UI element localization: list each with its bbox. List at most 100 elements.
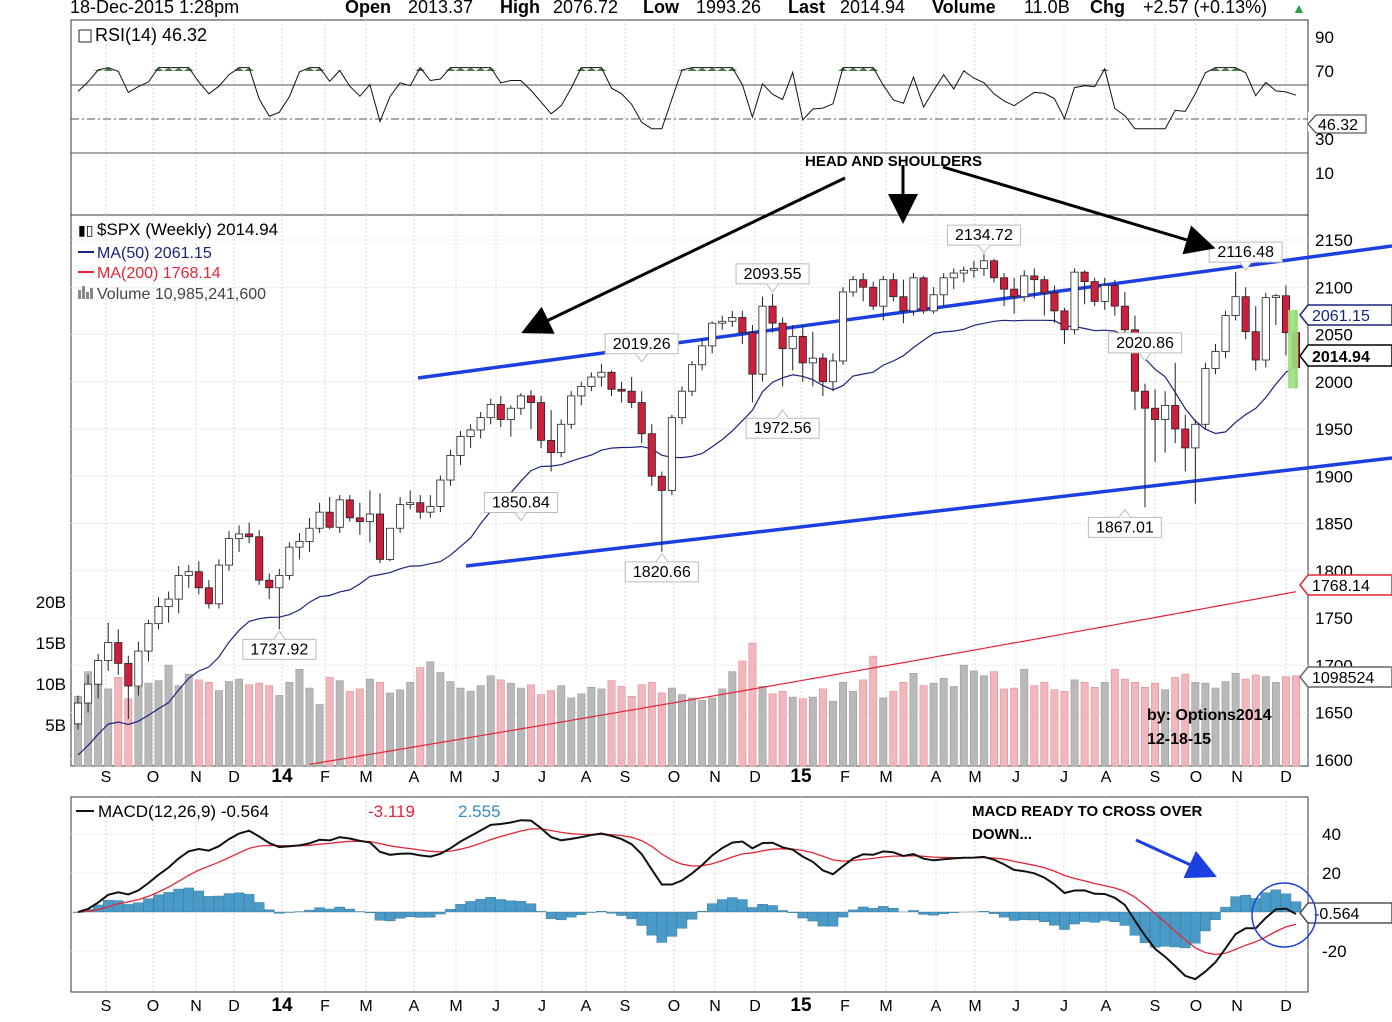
candle — [496, 395, 505, 428]
candle-body — [255, 536, 264, 581]
candle-body — [1010, 288, 1019, 298]
macd-hist-bar — [274, 911, 285, 914]
quote-date: 18-Dec-2015 1:28pm — [70, 0, 240, 17]
macd-hist-bar — [374, 911, 386, 921]
volume-bar — [1080, 682, 1089, 767]
month-label: S — [620, 998, 631, 1015]
macd-hist-bar — [1089, 911, 1100, 923]
candle — [748, 325, 757, 403]
candle — [204, 580, 213, 609]
volume-bar — [788, 696, 797, 767]
candle-body — [637, 402, 646, 435]
month-label: A — [581, 769, 592, 786]
candle-body — [1231, 296, 1240, 317]
candle-legend-icon: ▮▯ — [78, 222, 93, 238]
volume-bar — [718, 688, 727, 767]
candle — [174, 566, 183, 614]
candle-body — [1120, 305, 1129, 331]
macd-hist-bar — [243, 894, 255, 913]
macd-hist-bar — [747, 907, 758, 913]
macd-hist-bar — [616, 911, 627, 916]
volume-bar — [919, 685, 928, 767]
volume-tag — [1299, 666, 1392, 688]
macd-hist-bar — [636, 911, 647, 926]
macd-hist-bar — [807, 911, 819, 922]
macd-hist-bar — [1159, 911, 1171, 947]
macd-tick-label: -20 — [1322, 942, 1347, 961]
candle-body — [1211, 351, 1220, 369]
candle — [1050, 285, 1059, 324]
volume-bar — [758, 686, 767, 767]
candle-body — [1000, 277, 1009, 290]
volume-bar — [647, 682, 656, 767]
volume-bar — [627, 695, 636, 767]
macd-hist-bar — [596, 910, 607, 913]
candle — [355, 502, 364, 535]
volume-bar — [980, 675, 988, 767]
month-label: M — [449, 769, 462, 786]
month-label: J — [1060, 998, 1068, 1015]
callout-pointer — [272, 630, 286, 640]
candle — [798, 325, 807, 382]
candle — [949, 268, 958, 290]
candle-body — [174, 575, 183, 600]
volume-bar — [1292, 675, 1300, 767]
volume-bar — [708, 697, 717, 767]
month-label: O — [668, 769, 680, 786]
candle-body — [1151, 407, 1160, 420]
macd-hist-bar — [133, 902, 144, 913]
month-label: A — [1101, 998, 1112, 1015]
macd-hist-bar — [908, 910, 919, 913]
volume-bar — [235, 678, 243, 767]
volume-bar — [496, 679, 505, 767]
candle-body — [1181, 428, 1190, 449]
macd-hist-bar — [455, 904, 466, 913]
candle-body — [969, 267, 978, 271]
macd-hist-bar — [163, 892, 174, 913]
rsi-value-tag — [1307, 114, 1367, 134]
candle-body — [345, 499, 354, 519]
month-label: N — [190, 769, 202, 786]
candle — [275, 568, 284, 630]
candle — [698, 339, 707, 371]
macd-hist-bar — [555, 911, 567, 921]
month-label: 15 — [790, 766, 812, 787]
candle — [426, 495, 435, 518]
candle-body — [989, 260, 999, 279]
volume-bar — [1100, 682, 1109, 767]
volume-tag-text: 1098524 — [1312, 670, 1374, 687]
callout-text: 1867.01 — [1096, 519, 1154, 536]
month-label: F — [840, 998, 850, 1015]
candle-body — [808, 357, 817, 364]
candle-body — [788, 335, 797, 350]
candle-body — [557, 423, 566, 454]
volume-bar — [225, 681, 233, 767]
volume-bar — [637, 684, 646, 767]
volume-bar — [667, 687, 676, 767]
macd-value-tag-text: -0.564 — [1314, 906, 1359, 923]
macd-hist-bar — [787, 911, 798, 913]
candle — [1241, 287, 1250, 340]
candle — [778, 317, 787, 387]
macd-hist-bar — [304, 909, 315, 913]
macd-hist-bar — [888, 908, 899, 913]
candle — [214, 559, 223, 609]
candle-body — [899, 296, 908, 312]
callout-pointer — [1138, 352, 1152, 362]
candle-body — [1191, 423, 1200, 449]
volume-bar — [184, 673, 193, 767]
price-tick-label: 2000 — [1315, 373, 1353, 392]
macd-hist-bar — [495, 899, 507, 913]
macd-hist-bar — [716, 899, 728, 913]
candle — [959, 266, 968, 283]
price-tick-label: 2150 — [1315, 231, 1353, 250]
macd-tick-label: 20 — [1322, 864, 1341, 883]
callout-box — [735, 263, 810, 285]
macd-hist-bar — [827, 911, 839, 927]
volume-bar — [84, 671, 92, 767]
callout-pointer — [635, 353, 649, 363]
candle — [265, 573, 274, 600]
month-label: M — [359, 769, 372, 786]
volume-legend: Volume 10,985,241,600 — [97, 286, 266, 303]
macd-hist-bar — [626, 911, 637, 920]
